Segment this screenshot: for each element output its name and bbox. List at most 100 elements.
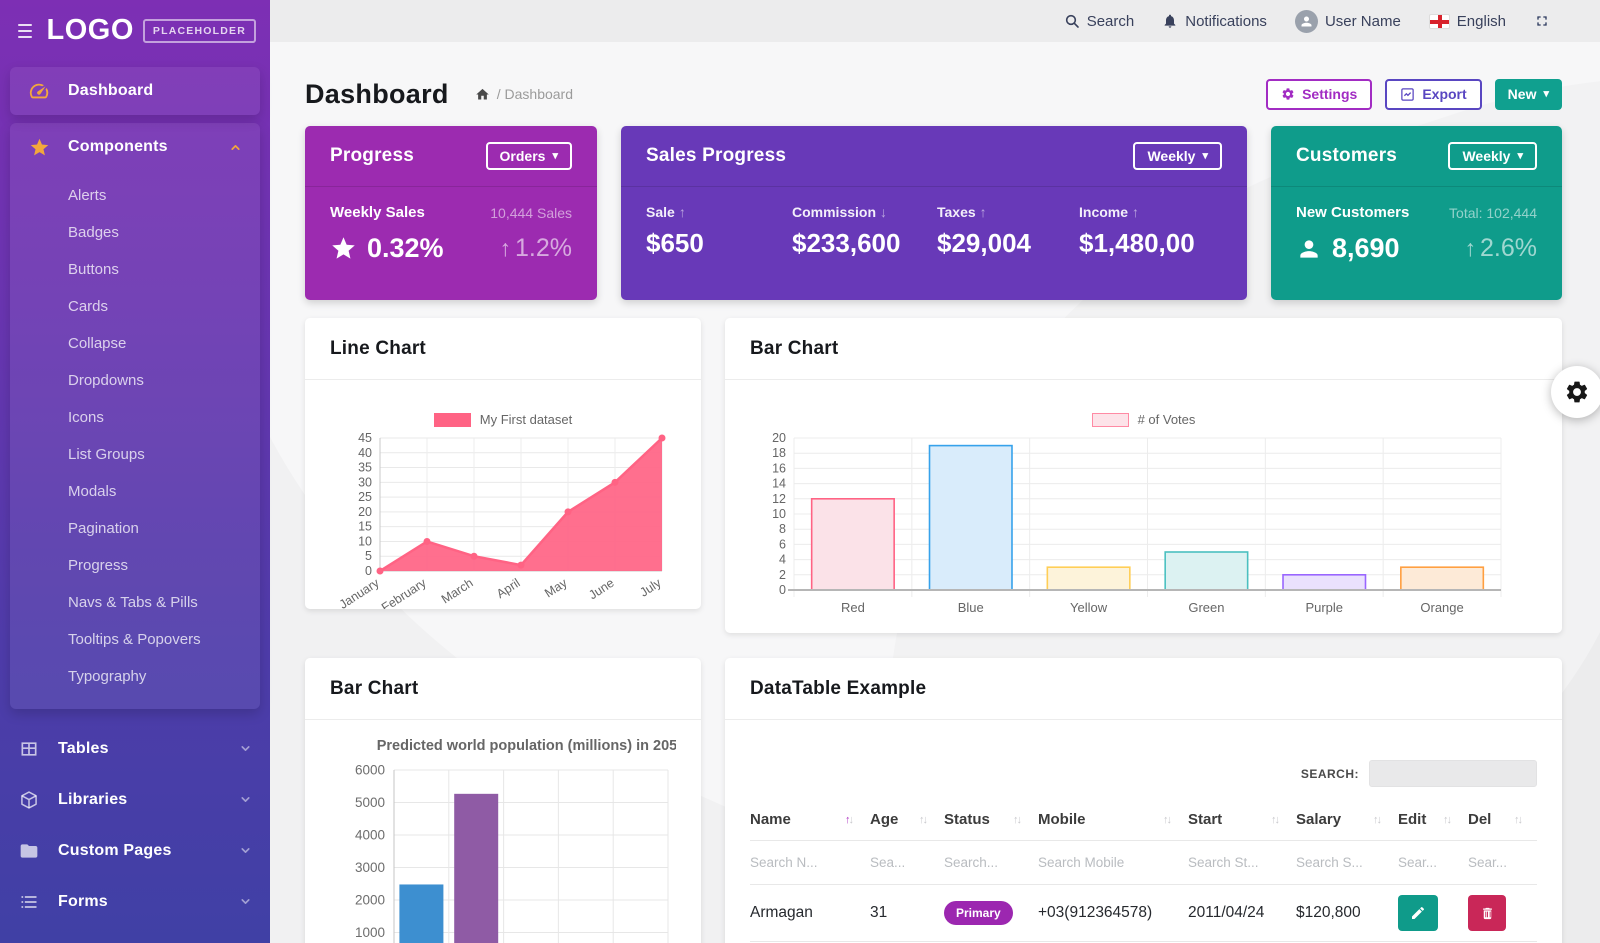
- filter-input-name[interactable]: [750, 854, 858, 870]
- edit-button[interactable]: [1398, 895, 1438, 931]
- sidebar-subitem-icons[interactable]: Icons: [68, 409, 104, 426]
- card-title: Bar Chart: [725, 318, 1562, 380]
- column-header-del[interactable]: Del ↑ ↓: [1468, 811, 1539, 828]
- chevron-up-icon: [229, 141, 242, 154]
- arrow-up-icon: ↑: [1464, 235, 1477, 261]
- sidebar-subitem-modals[interactable]: Modals: [68, 483, 117, 500]
- sort-icons: ↑ ↓: [1013, 813, 1022, 826]
- new-button[interactable]: New ▾: [1494, 78, 1562, 110]
- sidebar-item-custom-pages[interactable]: Custom Pages: [0, 825, 270, 876]
- table-search-input[interactable]: [1369, 760, 1537, 787]
- column-header-mobile[interactable]: Mobile ↑ ↓: [1038, 811, 1188, 828]
- filter-input-edit[interactable]: [1398, 854, 1461, 870]
- sidebar-subitem-pagination[interactable]: Pagination: [68, 520, 139, 537]
- components-submenu: Alerts Badges Buttons Cards Collapse Dropdown…: [10, 171, 260, 709]
- sales-progress-card: Sales Progress Weekly ▾ Sale ↑ $650 Commiss…: [621, 126, 1247, 300]
- svg-text:30: 30: [358, 475, 372, 489]
- filter-input-age[interactable]: [870, 854, 937, 870]
- svg-text:18: 18: [772, 446, 786, 460]
- sidebar-item-components[interactable]: Components: [10, 123, 260, 171]
- column-header-status[interactable]: Status ↑ ↓: [944, 811, 1038, 828]
- notifications-button[interactable]: Notifications: [1162, 13, 1267, 30]
- sidebar-subitem-typography[interactable]: Typography: [68, 668, 147, 685]
- sidebar-subitem-navs-tabs-pills[interactable]: Navs & Tabs & Pills: [68, 594, 198, 611]
- sales-metric-taxes: Taxes ↑ $29,004: [937, 204, 1079, 259]
- svg-text:25: 25: [358, 490, 372, 504]
- sidebar-subitem-dropdowns[interactable]: Dropdowns: [68, 372, 144, 389]
- caret-down-icon: ▾: [1543, 87, 1549, 100]
- filter-input-mobile[interactable]: [1038, 854, 1173, 870]
- column-header-salary[interactable]: Salary ↑ ↓: [1296, 811, 1398, 828]
- settings-fab[interactable]: [1551, 366, 1600, 418]
- trash-icon: [1482, 907, 1492, 919]
- chevron-down-icon: [239, 844, 252, 857]
- sort-icons: ↑ ↓: [1163, 813, 1172, 826]
- weekly-dropdown[interactable]: Weekly ▾: [1448, 142, 1537, 170]
- language-menu[interactable]: English: [1428, 13, 1506, 30]
- sidebar-subitem-progress[interactable]: Progress: [68, 557, 129, 574]
- chevron-down-icon: [239, 793, 252, 806]
- svg-text:20: 20: [772, 433, 786, 445]
- column-header-name[interactable]: Name ↑ ↓: [750, 811, 870, 828]
- svg-text:5000: 5000: [355, 795, 385, 810]
- svg-text:Yellow: Yellow: [1070, 600, 1108, 615]
- fullscreen-icon: [1537, 16, 1547, 26]
- sales-metric-income: Income ↑ $1,480,00: [1079, 204, 1222, 259]
- menu-toggle-icon[interactable]: [18, 23, 33, 38]
- export-button[interactable]: Export: [1385, 78, 1482, 110]
- svg-text:Purple: Purple: [1305, 600, 1343, 615]
- filter-input-start[interactable]: [1188, 854, 1286, 870]
- settings-button[interactable]: Settings: [1266, 78, 1373, 110]
- sidebar-subitem-list-groups[interactable]: List Groups: [68, 446, 145, 463]
- chevron-down-icon: [239, 742, 252, 755]
- svg-text:Blue: Blue: [958, 600, 984, 615]
- caret-down-icon: ▾: [1202, 149, 1208, 162]
- sidebar-subitem-tooltips-popovers[interactable]: Tooltips & Popovers: [68, 631, 201, 648]
- filter-input-status[interactable]: [944, 854, 1029, 870]
- svg-text:2000: 2000: [355, 893, 385, 908]
- table-row: Armagan 31 Primary +03(912364578) 2011/04/24…: [750, 885, 1537, 942]
- search-label: SEARCH:: [1300, 766, 1359, 781]
- column-header-age[interactable]: Age ↑ ↓: [870, 811, 944, 828]
- sidebar-subitem-alerts[interactable]: Alerts: [68, 187, 107, 204]
- population-chart-svg: Predicted world population (millions) in…: [355, 738, 676, 943]
- column-header-edit[interactable]: Edit ↑ ↓: [1398, 811, 1468, 828]
- user-menu[interactable]: User Name: [1294, 9, 1401, 33]
- cell-age: 31: [870, 904, 888, 921]
- datatable-card: DataTable Example SEARCH: Name ↑ ↓ Age ↑ ↓ Sta…: [725, 658, 1562, 943]
- sidebar: LOGO PLACEHOLDER Dashboard Components Al…: [0, 0, 270, 943]
- svg-text:8: 8: [779, 522, 786, 536]
- folder-icon: [18, 840, 40, 862]
- caret-down-icon: ▾: [1517, 149, 1523, 162]
- legend-swatch: [1091, 412, 1129, 427]
- sidebar-item-label: Dashboard: [68, 82, 154, 99]
- sidebar-subitem-collapse[interactable]: Collapse: [68, 335, 127, 352]
- bell-icon: [1164, 14, 1176, 28]
- card-title: Bar Chart: [305, 658, 701, 720]
- search-button[interactable]: Search: [1064, 13, 1134, 30]
- sidebar-subitem-cards[interactable]: Cards: [68, 298, 109, 315]
- filter-input-del[interactable]: [1468, 854, 1532, 870]
- orders-dropdown[interactable]: Orders ▾: [485, 142, 572, 170]
- table-icon: [18, 738, 40, 760]
- svg-text:10: 10: [358, 534, 372, 548]
- delete-button[interactable]: [1468, 895, 1506, 931]
- sidebar-item-tables[interactable]: Tables: [0, 723, 270, 774]
- svg-text:45: 45: [358, 433, 372, 445]
- filter-input-salary[interactable]: [1296, 854, 1388, 870]
- sidebar-item-dashboard[interactable]: Dashboard: [10, 67, 260, 115]
- sidebar-subitem-badges[interactable]: Badges: [68, 224, 119, 241]
- cell-name: Armagan: [750, 904, 813, 921]
- chart-legend: My First dataset: [330, 412, 676, 427]
- sort-icons: ↑ ↓: [1373, 813, 1382, 826]
- line-chart: 0 5 10 15 20 25 30 35 40 45 January February March Ap…: [330, 433, 676, 609]
- sidebar-item-forms[interactable]: Forms: [0, 876, 270, 927]
- list-icon: [18, 891, 40, 913]
- weekly-dropdown[interactable]: Weekly ▾: [1133, 142, 1222, 170]
- fullscreen-button[interactable]: [1534, 13, 1550, 29]
- svg-text:April: April: [494, 576, 523, 601]
- person-icon: [1300, 239, 1318, 258]
- sidebar-subitem-buttons[interactable]: Buttons: [68, 261, 119, 278]
- sidebar-item-libraries[interactable]: Libraries: [0, 774, 270, 825]
- column-header-start[interactable]: Start ↑ ↓: [1188, 811, 1296, 828]
